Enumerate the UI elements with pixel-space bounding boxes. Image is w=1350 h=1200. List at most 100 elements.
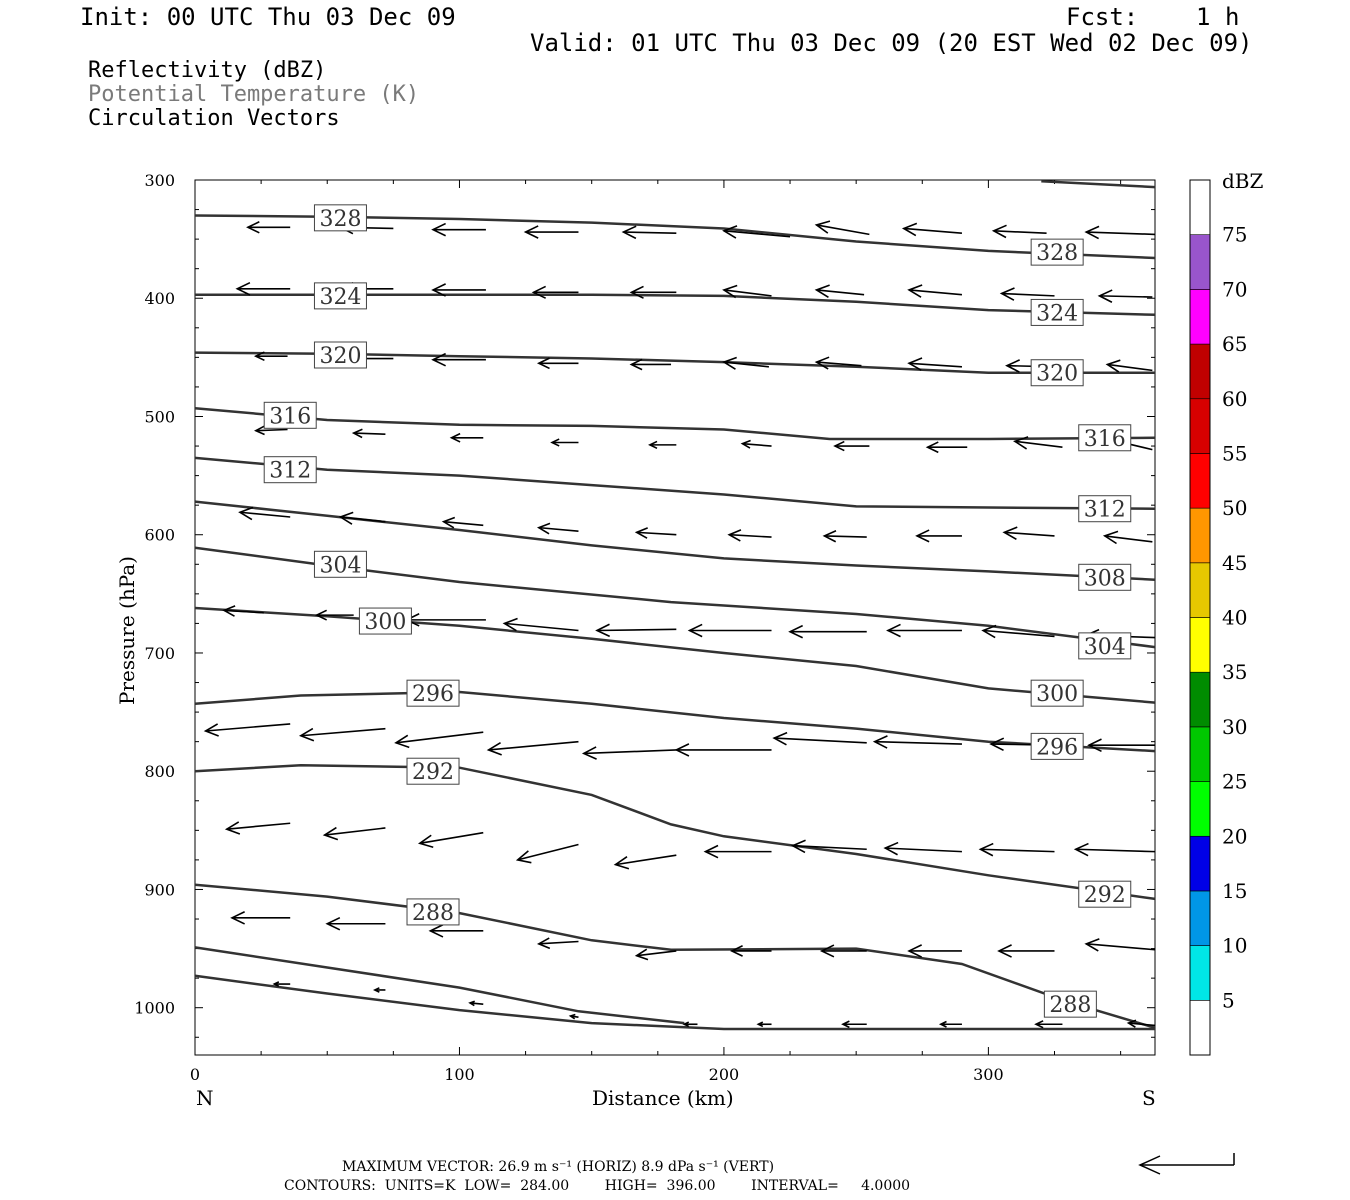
vector-arrowhead — [978, 842, 994, 857]
vector-shaft — [224, 609, 264, 614]
max-vector-text: MAXIMUM VECTOR: 26.9 m s⁻¹ (HORIZ) 8.9 d… — [342, 1159, 774, 1175]
vector-shaft — [1001, 292, 1055, 297]
circulation-vector — [351, 428, 386, 439]
vector-shaft — [792, 844, 867, 851]
circulation-vector — [674, 743, 772, 757]
contour-label-box — [313, 204, 367, 232]
vector-arrowhead — [703, 844, 719, 859]
y-tick-label: 700 — [144, 644, 175, 663]
vector-shaft — [596, 628, 677, 632]
circulation-vector — [648, 440, 677, 450]
vector-arrowhead — [486, 742, 502, 756]
init-time: Init: 00 UTC Thu 03 Dec 09 — [80, 3, 456, 31]
circulation-vector — [581, 746, 677, 760]
contour-label: 324 — [1036, 301, 1078, 326]
vector-shaft — [723, 230, 791, 238]
circulation-vector — [394, 731, 484, 749]
colorbar-swatch — [1189, 945, 1211, 1001]
contour-label: 320 — [319, 344, 361, 369]
vector-arrowhead — [991, 224, 1007, 239]
contour-label-box — [1030, 298, 1084, 326]
forecast-hour: Fcst: 1 h — [1066, 3, 1239, 31]
contour-label-box — [406, 757, 460, 785]
colorbar-swatch — [1189, 289, 1211, 345]
x-axis-start-label: N — [196, 1086, 214, 1110]
vector-shaft — [885, 847, 962, 853]
contour-label-box — [1078, 632, 1132, 660]
vector-shaft — [874, 740, 962, 745]
circulation-vector — [925, 441, 968, 454]
circulation-vector — [634, 948, 677, 961]
vector-arrowhead — [235, 281, 251, 296]
vector-arrowhead — [613, 856, 630, 870]
vector-arrowhead — [915, 529, 930, 543]
contour-label-box — [313, 550, 367, 578]
cross-section-plot: 300 400 500 600 700 800 900 1000 0 100 200 300 328… — [134, 171, 1156, 1084]
y-tick-label: 300 — [144, 171, 175, 190]
circulation-vectors — [203, 220, 1156, 1029]
circulation-vector — [1087, 738, 1155, 753]
colorbar-swatch — [1189, 343, 1211, 400]
colorbar-level-label: 25 — [1222, 770, 1247, 794]
vector-arrowhead — [1034, 1020, 1044, 1029]
theta-contour-300 — [194, 606, 1156, 704]
vector-shaft — [729, 533, 772, 538]
theta-contour-unlabeled — [1041, 179, 1156, 189]
vector-arrowhead — [814, 356, 830, 370]
circulation-vector — [536, 522, 579, 535]
circulation-vector — [886, 623, 962, 638]
y-axis-title: Pressure (hPa) — [115, 556, 139, 705]
colorbar-level-label: 70 — [1222, 277, 1247, 301]
vector-shaft — [205, 723, 291, 732]
x-tick-label: 200 — [709, 1065, 740, 1084]
plot-frame — [194, 179, 1156, 1056]
theta-contour-unlabeled — [194, 946, 685, 1025]
vector-arrowhead — [224, 821, 241, 835]
contour-label: 316 — [269, 404, 311, 429]
contour-label: 312 — [269, 459, 311, 484]
circulation-vector — [999, 287, 1055, 301]
contour-label-box — [406, 679, 460, 707]
y-tick-label: 900 — [144, 880, 175, 899]
vector-arrowhead — [230, 911, 245, 925]
contour-label: 292 — [412, 760, 454, 785]
contour-label-box — [313, 282, 367, 310]
vector-arrowhead — [790, 839, 806, 854]
y-tick-label: 1000 — [134, 999, 175, 1018]
vector-shaft — [816, 224, 870, 236]
vector-arrowhead — [907, 357, 923, 371]
colorbar-frame — [1189, 179, 1211, 1056]
vector-arrowhead — [1013, 436, 1029, 450]
reference-vector-icon — [1138, 1153, 1235, 1175]
circulation-vector — [235, 281, 291, 296]
vector-arrowhead — [536, 937, 551, 950]
circulation-vector — [1002, 526, 1055, 541]
vector-shaft — [1086, 231, 1156, 236]
vector-arrowhead — [727, 529, 742, 542]
circulation-vector — [1034, 1020, 1063, 1029]
circulation-vector — [550, 438, 579, 447]
contour-label: 304 — [319, 553, 361, 578]
vector-shaft — [324, 827, 386, 836]
circulation-vector — [1084, 938, 1156, 952]
vector-shaft — [623, 231, 677, 235]
vector-shaft — [538, 526, 579, 532]
vector-arrowhead — [907, 944, 923, 958]
vector-arrowhead — [468, 1000, 476, 1007]
vector-shaft — [615, 854, 677, 866]
vector-arrowhead — [253, 425, 265, 436]
colorbar-swatch — [1189, 562, 1211, 618]
circulation-vector — [322, 826, 386, 841]
circulation-vector — [621, 225, 677, 240]
circulation-vector — [682, 1021, 698, 1028]
colorbar-swatch — [1189, 671, 1211, 728]
colorbar-swatch — [1189, 890, 1211, 946]
vector-arrowhead — [841, 1020, 850, 1029]
circulation-vector — [883, 841, 962, 856]
vector-arrowhead — [372, 987, 380, 993]
vector-shaft — [1128, 1022, 1156, 1027]
vector-shaft — [903, 227, 963, 235]
vector-arrowhead — [999, 287, 1015, 301]
vector-arrowhead — [814, 220, 831, 234]
vector-shaft — [300, 727, 386, 737]
